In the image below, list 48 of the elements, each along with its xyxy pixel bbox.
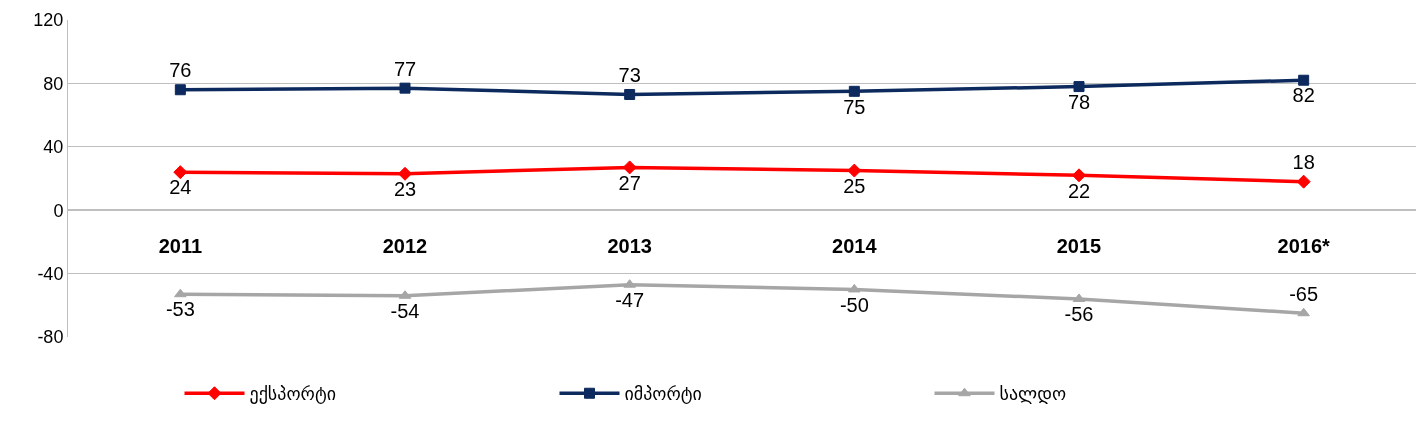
legend-label: იმპორტი — [624, 383, 702, 405]
point — [1297, 307, 1310, 317]
data-label: 73 — [618, 64, 641, 87]
data-label: 22 — [1067, 179, 1091, 202]
y-tick-label: 0 — [53, 200, 64, 221]
point — [848, 85, 860, 97]
point — [398, 166, 412, 181]
data-label: -47 — [615, 288, 645, 311]
point — [848, 283, 861, 293]
x-tick-label: 2016* — [1277, 235, 1331, 258]
x-tick-label: 2015 — [1056, 235, 1102, 258]
data-label: -53 — [165, 298, 195, 321]
point — [1296, 174, 1311, 189]
y-tick-label: 120 — [33, 10, 64, 31]
data-label: -54 — [390, 300, 420, 323]
y-tick-label: -40 — [37, 263, 64, 284]
point — [399, 82, 411, 94]
y-tick-label: -80 — [37, 327, 64, 348]
legend-label: ექსპორტი — [249, 383, 336, 405]
point — [1072, 168, 1086, 183]
point — [174, 84, 186, 96]
x-tick-label: 2014 — [832, 235, 878, 258]
data-label: 78 — [1067, 90, 1091, 113]
data-label: 77 — [393, 57, 417, 80]
point — [622, 160, 637, 175]
point — [1073, 81, 1085, 93]
data-label: 75 — [843, 95, 866, 118]
y-tick-label: 40 — [43, 137, 64, 158]
data-label: 76 — [169, 59, 192, 82]
data-label: 25 — [843, 174, 866, 197]
point — [847, 163, 862, 178]
point — [1298, 74, 1310, 86]
data-label: -65 — [1289, 282, 1319, 305]
data-label: 18 — [1292, 151, 1315, 174]
point — [174, 288, 187, 298]
data-label: 24 — [169, 176, 192, 199]
point — [624, 88, 636, 100]
data-label: -56 — [1064, 303, 1094, 326]
y-tick-label: 80 — [43, 73, 64, 94]
point — [173, 165, 188, 180]
legend-label: სალდო — [999, 383, 1067, 405]
x-tick-label: 2012 — [382, 235, 428, 258]
data-label: 27 — [618, 171, 641, 194]
data-label: 82 — [1292, 84, 1315, 107]
x-tick-label: 2013 — [607, 235, 652, 258]
data-label: 23 — [393, 178, 417, 200]
x-tick-label: 2011 — [158, 235, 203, 258]
data-label: -50 — [839, 293, 869, 316]
